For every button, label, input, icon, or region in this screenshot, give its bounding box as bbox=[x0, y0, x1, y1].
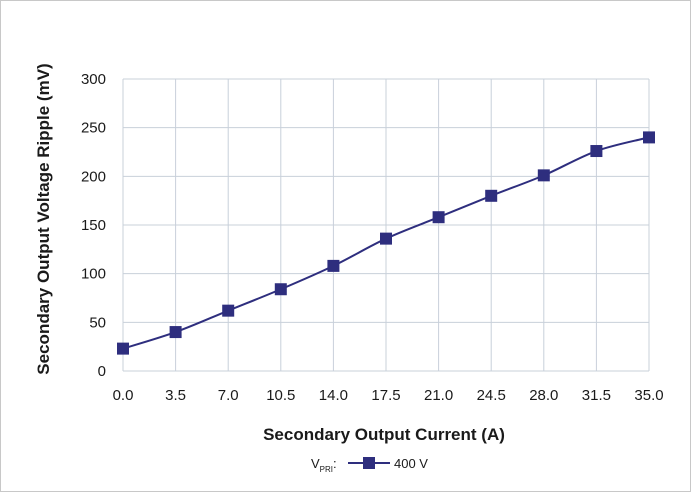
data-point-marker bbox=[327, 259, 340, 272]
y-tick-label: 100 bbox=[81, 266, 106, 283]
x-tick-label: 31.5 bbox=[582, 387, 611, 404]
data-point-marker bbox=[274, 283, 287, 296]
y-tick-label: 300 bbox=[81, 71, 106, 88]
y-tick-label: 150 bbox=[81, 217, 106, 234]
x-tick-label: 17.5 bbox=[371, 387, 400, 404]
y-tick-label: 200 bbox=[81, 168, 106, 185]
legend-series-label: 400 V bbox=[394, 456, 428, 471]
y-tick-label: 250 bbox=[81, 120, 106, 137]
y-axis-ticks: 0 50 100 150 200 250 300 bbox=[81, 71, 106, 380]
data-point-marker bbox=[380, 232, 392, 245]
data-point-marker bbox=[537, 169, 550, 182]
y-axis-title: Secondary Output Voltage Ripple (mV) bbox=[34, 63, 53, 374]
x-tick-label: 14.0 bbox=[319, 387, 348, 404]
x-axis-title: Secondary Output Current (A) bbox=[263, 425, 505, 444]
x-axis-ticks: 0.0 3.5 7.0 10.5 14.0 17.5 21.0 24.5 28.0 31.5 35.… bbox=[113, 387, 664, 404]
series-layer bbox=[117, 131, 655, 355]
data-point-marker bbox=[432, 211, 445, 224]
x-tick-label: 24.5 bbox=[477, 387, 506, 404]
data-point-marker bbox=[169, 326, 182, 339]
y-tick-label: 50 bbox=[89, 314, 106, 331]
x-tick-label: 21.0 bbox=[424, 387, 453, 404]
x-tick-label: 10.5 bbox=[266, 387, 295, 404]
y-tick-label: 0 bbox=[98, 363, 106, 380]
x-tick-label: 0.0 bbox=[113, 387, 134, 404]
x-tick-label: 7.0 bbox=[218, 387, 239, 404]
legend-marker-square bbox=[363, 457, 375, 469]
grid bbox=[122, 78, 650, 372]
data-point-marker bbox=[117, 342, 129, 355]
x-tick-label: 35.0 bbox=[634, 387, 663, 404]
legend: VPRI: 400 V bbox=[311, 456, 428, 474]
data-point-marker bbox=[485, 189, 498, 202]
x-tick-label: 28.0 bbox=[529, 387, 558, 404]
data-point-marker bbox=[643, 131, 655, 144]
data-point-marker bbox=[222, 304, 235, 317]
x-tick-label: 3.5 bbox=[165, 387, 186, 404]
data-point-marker bbox=[590, 145, 603, 158]
legend-prefix: VPRI: bbox=[311, 456, 337, 474]
